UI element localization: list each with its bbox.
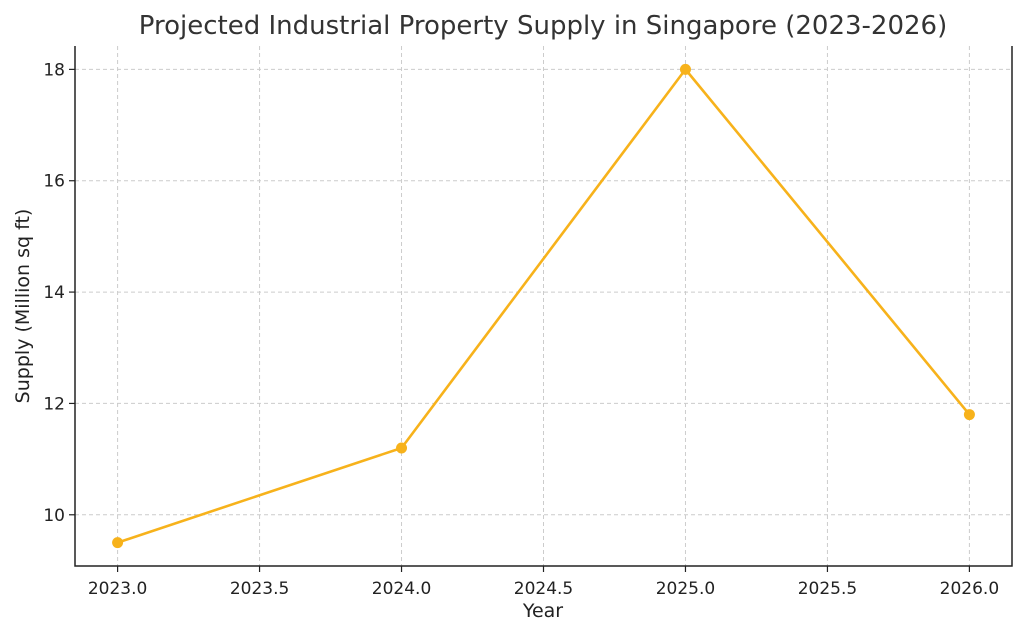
y-tick-label: 12: [43, 394, 65, 414]
grid-lines: [75, 46, 1012, 566]
y-axis-label: Supply (Million sq ft): [12, 209, 34, 404]
x-tick-label: 2025.0: [656, 579, 715, 599]
series-layer: [112, 63, 975, 549]
y-tick-label: 18: [43, 60, 65, 80]
y-tick-label: 16: [43, 172, 65, 192]
series-line: [117, 68, 971, 544]
y-tick-label: 10: [43, 506, 65, 526]
x-axis-label: Year: [522, 600, 563, 622]
data-point: [679, 63, 691, 75]
x-tick-label: 2024.0: [372, 579, 431, 599]
data-point: [112, 537, 124, 549]
data-point: [396, 442, 408, 454]
axis-spines: [74, 46, 1013, 567]
tick-labels: 2023.0 2023.5 2024.0 2024.5 2025.0 2025.5 2026…: [43, 60, 999, 599]
x-tick-label: 2024.5: [514, 579, 573, 599]
x-tick-label: 2023.0: [88, 579, 147, 599]
axes: [69, 46, 1013, 572]
y-tick-label: 14: [43, 283, 65, 303]
x-tick-label: 2026.0: [940, 579, 999, 599]
x-tick-label: 2025.5: [798, 579, 857, 599]
x-tick-label: 2023.5: [230, 579, 289, 599]
chart-title: Projected Industrial Property Supply in …: [139, 11, 947, 41]
data-point: [963, 409, 975, 421]
